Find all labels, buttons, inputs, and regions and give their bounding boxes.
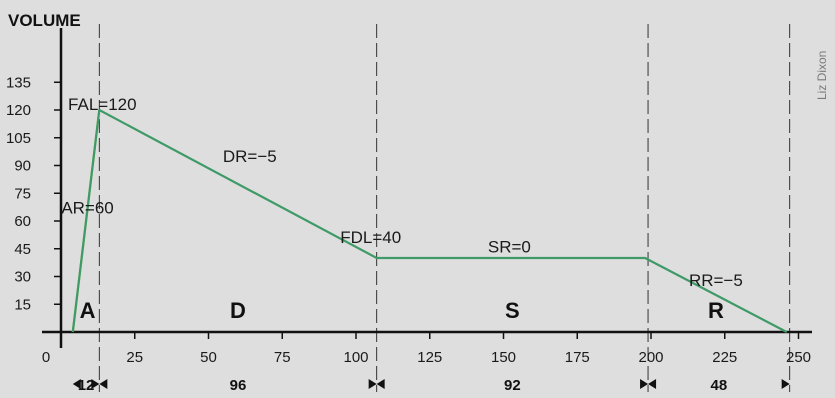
y-tick-label: 15 bbox=[14, 296, 31, 313]
duration-arrow-right bbox=[368, 379, 377, 389]
phase-label: D bbox=[230, 298, 246, 323]
x-tick-label: 250 bbox=[786, 349, 811, 366]
duration-label: 12 bbox=[78, 377, 95, 394]
annotation-label: FDL=40 bbox=[340, 228, 401, 247]
x-tick-label: 100 bbox=[343, 349, 368, 366]
annotation-label: AR=60 bbox=[61, 199, 113, 218]
x-tick-label: 175 bbox=[565, 349, 590, 366]
duration-arrow-left bbox=[376, 379, 385, 389]
y-tick-label: 120 bbox=[6, 102, 31, 119]
y-tick-label: 105 bbox=[6, 130, 31, 147]
duration-arrow-right bbox=[91, 379, 100, 389]
y-tick-label: 45 bbox=[14, 241, 31, 258]
x-tick-label: 125 bbox=[417, 349, 442, 366]
duration-arrow-left bbox=[99, 379, 108, 389]
phase-label: S bbox=[505, 298, 520, 323]
duration-arrow-right bbox=[640, 379, 649, 389]
x-tick-label: 200 bbox=[638, 349, 663, 366]
x-tick-label: 25 bbox=[126, 349, 143, 366]
x-tick-label: 75 bbox=[274, 349, 291, 366]
annotation-label: RR=−5 bbox=[689, 271, 743, 290]
duration-arrow-right bbox=[781, 379, 790, 389]
duration-arrow-left bbox=[72, 379, 81, 389]
annotation-label: SR=0 bbox=[488, 237, 531, 256]
duration-label: 96 bbox=[230, 377, 247, 394]
annotation-label: FAL=120 bbox=[68, 95, 137, 114]
x-tick-label: 225 bbox=[712, 349, 737, 366]
x-tick-label: 150 bbox=[491, 349, 516, 366]
annotation-label: DR=−5 bbox=[223, 147, 277, 166]
duration-label: 48 bbox=[711, 377, 728, 394]
envelope-line bbox=[71, 108, 788, 333]
credit-text: Liz Dixon bbox=[815, 51, 829, 100]
y-tick-label: 90 bbox=[14, 158, 31, 175]
y-tick-label: 30 bbox=[14, 269, 31, 286]
y-axis-title: VOLUME bbox=[8, 11, 81, 30]
phase-label: R bbox=[708, 298, 724, 323]
phase-label: A bbox=[80, 298, 96, 323]
duration-arrow-left bbox=[648, 379, 657, 389]
x-tick-label: 50 bbox=[200, 349, 217, 366]
y-tick-label: 135 bbox=[6, 74, 31, 91]
y-tick-label: 60 bbox=[14, 213, 31, 230]
duration-label: 92 bbox=[504, 377, 521, 394]
y-tick-label: 75 bbox=[14, 185, 31, 202]
x-tick-label: 0 bbox=[42, 349, 50, 366]
